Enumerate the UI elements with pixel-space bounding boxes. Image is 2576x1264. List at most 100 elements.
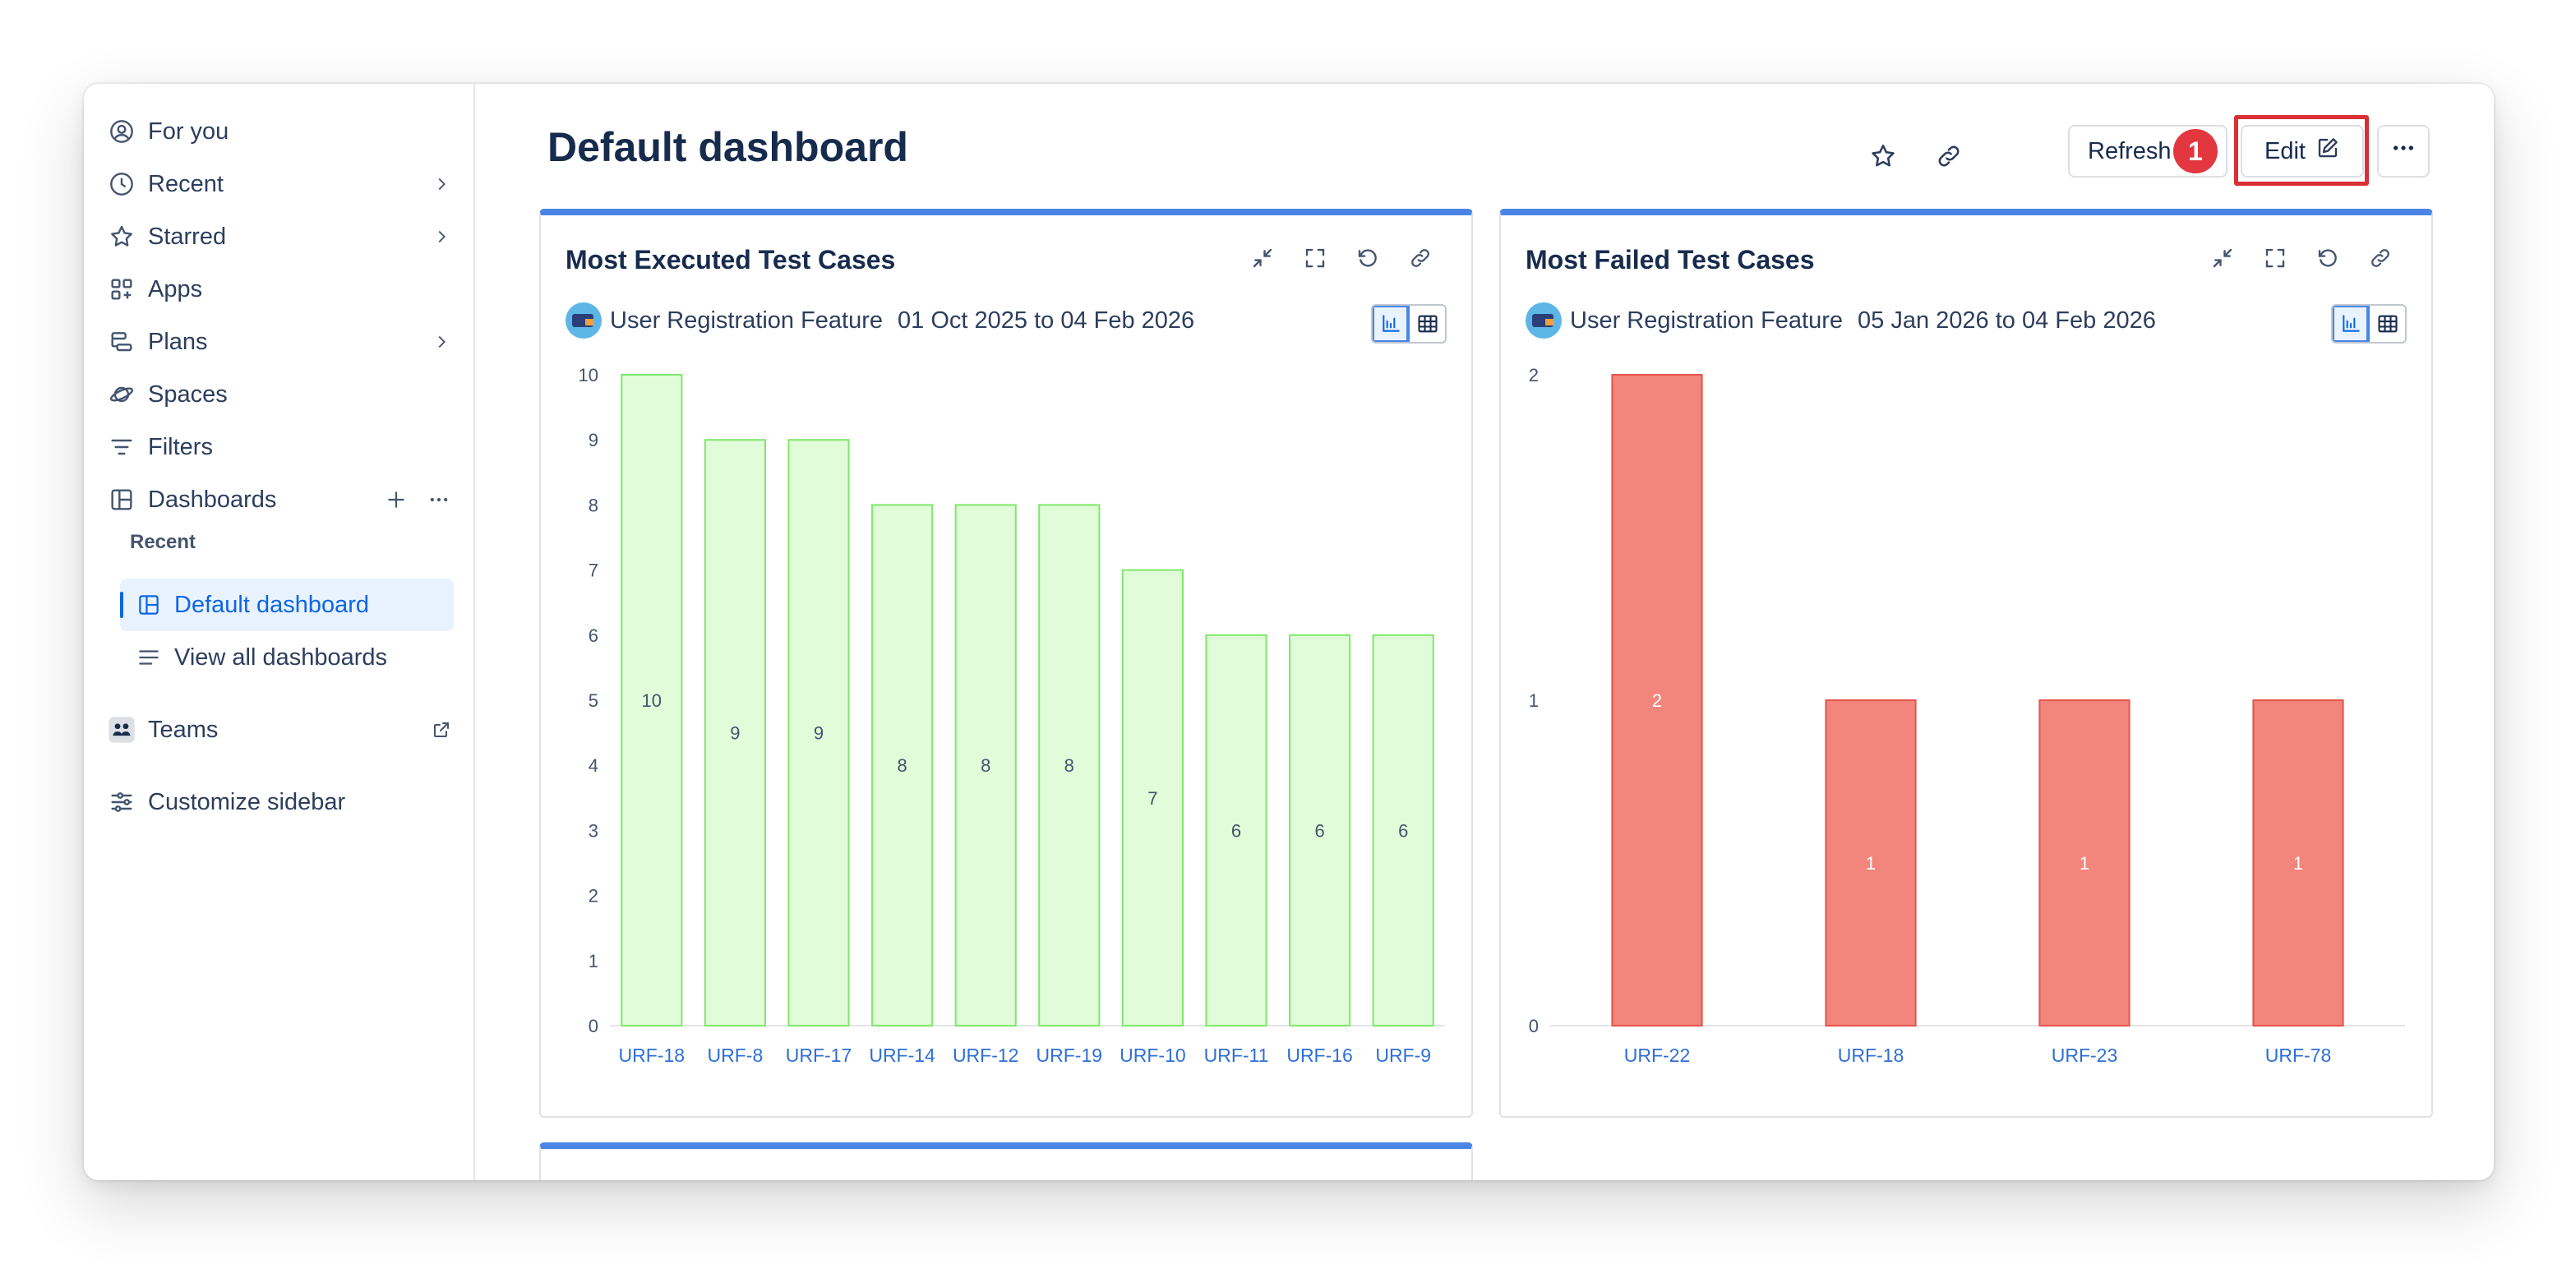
more-actions-button[interactable] [2377,125,2430,178]
gadget-third [539,1142,1473,1180]
copy-link-button[interactable] [1930,135,1968,181]
fullscreen-icon[interactable] [1300,243,1330,273]
chevron-right-icon[interactable] [429,224,454,249]
bar[interactable] [1825,699,1917,1026]
sidebar-item-label: Plans [148,328,208,355]
recent-section-label: Recent [130,531,196,553]
x-tick-label[interactable]: URF-18 [619,1045,686,1066]
y-tick-label: 3 [589,820,598,841]
y-tick-label: 5 [589,690,598,711]
gadget-title: Most Executed Test Cases [566,245,896,274]
bar[interactable] [1372,634,1434,1026]
bar-value-label: 2 [1652,690,1662,711]
y-tick-label: 0 [589,1016,598,1036]
sidebar-item-dashboards[interactable]: Dashboards [107,477,454,523]
bar[interactable] [954,504,1017,1026]
chevron-right-icon[interactable] [429,172,454,196]
sidebar-item-apps[interactable]: Apps [107,266,454,312]
minimize-icon[interactable] [1248,243,1277,273]
bar[interactable] [2038,699,2131,1026]
y-tick-label: 2 [1529,365,1539,385]
y-tick-label: 1 [1529,690,1539,711]
fullscreen-icon[interactable] [2260,243,2290,273]
chart-view-icon[interactable] [2333,306,2370,342]
star-icon [107,222,136,251]
sidebar-item-filters[interactable]: Filters [107,424,454,470]
bar[interactable] [621,374,683,1026]
bar[interactable] [2252,699,2344,1026]
chart-view-icon[interactable] [1373,306,1410,342]
refresh-label: Refresh [2088,137,2172,164]
sidebar-item-label: Dashboards [148,486,277,513]
y-tick-label: 0 [1529,1016,1539,1036]
sidebar-item-starred[interactable]: Starred [107,214,454,260]
spaces-icon [107,380,136,409]
sidebar: For you Recent Starred Apps [84,84,475,1180]
x-tick-label[interactable]: URF-17 [786,1045,852,1066]
y-tick-label: 10 [579,365,598,385]
x-tick-label[interactable]: URF-23 [2052,1045,2118,1066]
sidebar-item-spaces[interactable]: Spaces [107,371,454,417]
star-button[interactable] [1864,135,1902,181]
table-view-icon[interactable] [1410,306,1445,342]
x-tick-label[interactable]: URF-78 [2265,1045,2332,1066]
edit-button[interactable]: Edit [2241,125,2364,178]
gadget-title: Most Failed Test Cases [1526,245,1815,274]
sidebar-item-default-dashboard[interactable]: Default dashboard [120,579,454,631]
bar[interactable] [1611,374,1703,1026]
bar[interactable] [704,439,766,1026]
x-tick-label[interactable]: URF-19 [1036,1045,1103,1066]
bar[interactable] [1289,634,1351,1026]
link-icon[interactable] [1406,243,1435,273]
dashboard-icon [107,485,136,514]
sidebar-item-label: For you [148,118,229,145]
x-tick-label[interactable]: URF-10 [1119,1045,1186,1066]
sidebar-item-teams[interactable]: Teams [107,707,454,753]
gadget-toolbar [1248,243,1435,273]
bar-value-label: 8 [981,755,990,776]
plus-icon[interactable] [381,485,411,514]
apps-icon [107,274,136,304]
bar-value-label: 1 [2080,853,2089,874]
bar[interactable] [871,504,934,1026]
list-icon [135,644,163,671]
x-tick-label[interactable]: URF-12 [953,1045,1019,1066]
x-tick-label[interactable]: URF-11 [1204,1045,1269,1066]
bar[interactable] [1121,569,1184,1027]
x-tick-label[interactable]: URF-22 [1624,1045,1691,1066]
chevron-right-icon[interactable] [429,330,454,354]
app-window: For you Recent Starred Apps [84,84,2494,1180]
bar[interactable] [787,439,850,1026]
refresh-icon[interactable] [2313,243,2343,273]
x-tick-label[interactable]: URF-8 [708,1045,764,1066]
sidebar-item-view-all-dashboards[interactable]: View all dashboards [120,631,454,684]
x-tick-label[interactable]: URF-14 [869,1045,935,1066]
refresh-icon[interactable] [1353,243,1383,273]
sidebar-item-label: Filters [148,433,213,460]
bar[interactable] [1205,634,1267,1026]
x-tick-label[interactable]: URF-16 [1286,1045,1353,1066]
bar-value-label: 1 [1866,853,1876,874]
sidebar-item-recent[interactable]: Recent [107,161,454,207]
sidebar-item-for-you[interactable]: For you [107,108,454,155]
sidebar-item-label: Spaces [148,381,228,408]
minimize-icon[interactable] [2208,243,2237,273]
bar-value-label: 8 [1064,755,1074,776]
date-range: 05 Jan 2026 to 04 Feb 2026 [1858,307,2156,334]
view-toggle [2331,304,2407,344]
x-tick-label[interactable]: URF-9 [1375,1045,1431,1066]
bar-value-label: 6 [1231,820,1241,841]
gadget-most-executed: Most Executed Test Cases User Registrati… [539,209,1473,1118]
link-icon[interactable] [2366,243,2395,273]
link-icon [1936,143,1962,173]
sidebar-item-customize[interactable]: Customize sidebar [107,779,454,825]
y-tick-label: 9 [589,430,598,450]
more-icon[interactable] [424,485,454,514]
y-tick-label: 6 [589,625,598,646]
bar-value-label: 1 [2293,853,2303,874]
external-link-icon[interactable] [429,717,454,742]
bar[interactable] [1038,504,1101,1026]
table-view-icon[interactable] [2370,306,2405,342]
x-tick-label[interactable]: URF-18 [1838,1045,1904,1066]
sidebar-item-plans[interactable]: Plans [107,319,454,365]
